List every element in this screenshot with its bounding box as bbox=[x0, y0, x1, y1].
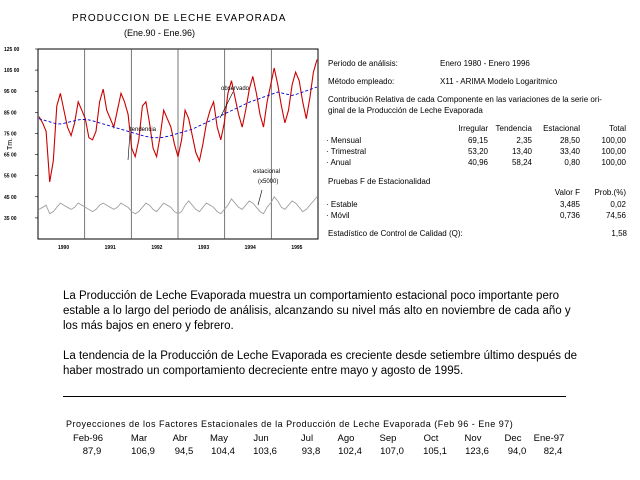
x-tick-label: 1992 bbox=[151, 245, 162, 251]
pruebas-cell: 3,485 bbox=[559, 200, 580, 209]
contrib-row-label: · Anual bbox=[326, 158, 351, 167]
projection-value: 82,4 bbox=[543, 446, 563, 457]
projection-value: 103,6 bbox=[253, 446, 277, 457]
pruebas-header: Valor F bbox=[554, 188, 580, 197]
annotation-label: observado bbox=[221, 86, 250, 92]
pruebas-title: Pruebas F de Estacionalidad bbox=[328, 177, 431, 186]
projections-title: Proyecciones de los Factores Estacionale… bbox=[66, 419, 514, 429]
projection-month: Abr bbox=[172, 433, 188, 444]
pruebas-cell: 74,56 bbox=[605, 211, 626, 220]
y-axis-label: Tm. bbox=[7, 138, 14, 150]
y-tick-label: 95 00 bbox=[4, 89, 17, 95]
projection-month: Nov bbox=[464, 433, 482, 444]
periodo-label: Periodo de análisis: bbox=[328, 59, 398, 68]
contrib-cell: 53,20 bbox=[467, 147, 488, 156]
paragraph-seasonal: La Producción de Leche Evaporada muestra… bbox=[63, 290, 571, 332]
chart-subtitle: (Ene.90 - Ene.96) bbox=[124, 28, 196, 38]
pruebas-row-label: · Estable bbox=[326, 200, 358, 209]
projection-value: 104,4 bbox=[211, 446, 235, 457]
projection-month: Sep bbox=[379, 433, 397, 444]
x-tick-label: 1991 bbox=[105, 245, 116, 251]
contrib-cell: 100,00 bbox=[601, 147, 626, 156]
pruebas-row-label: · Móvil bbox=[326, 211, 350, 220]
contrib-cell: 0,80 bbox=[564, 158, 580, 167]
projection-month: Jun bbox=[253, 433, 269, 444]
annotation-arrow bbox=[127, 132, 131, 161]
y-tick-label: 75 00 bbox=[4, 131, 17, 137]
x-tick-label: 1995 bbox=[291, 245, 302, 251]
contrib-cell: 69,15 bbox=[467, 136, 488, 145]
annotation-arrow bbox=[257, 189, 263, 206]
chart-title: PRODUCCION DE LECHE EVAPORADA bbox=[72, 13, 287, 24]
projection-value: 94,5 bbox=[174, 446, 194, 457]
y-tick-label: 35 00 bbox=[4, 216, 17, 222]
projection-month: Feb-96 bbox=[72, 433, 104, 444]
contrib-cell: 13,40 bbox=[511, 147, 532, 156]
paragraph-trend: La tendencia de la Producción de Leche E… bbox=[63, 350, 578, 377]
periodo-value: Enero 1980 - Enero 1996 bbox=[440, 59, 530, 68]
contrib-cell: 40,96 bbox=[467, 158, 488, 167]
projection-value: 87,9 bbox=[82, 446, 102, 457]
series-line-estacional bbox=[38, 196, 318, 215]
series-line-tendencia bbox=[38, 86, 318, 139]
annotation-arrow bbox=[219, 91, 234, 119]
annotation-label: (x5000) bbox=[258, 179, 278, 185]
contrib-cell: 33,40 bbox=[559, 147, 580, 156]
y-tick-label: 55 00 bbox=[4, 174, 17, 180]
projection-month: Ago bbox=[337, 433, 355, 444]
annotation-label: tendencia bbox=[130, 127, 157, 133]
q-value: 1,58 bbox=[611, 229, 627, 238]
y-tick-label: 85 00 bbox=[4, 110, 17, 116]
y-tick-label: 125 00 bbox=[4, 47, 20, 53]
x-tick-label: 1993 bbox=[198, 245, 209, 251]
projection-value: 107,0 bbox=[380, 446, 404, 457]
contrib-header: Tendencia bbox=[495, 124, 532, 133]
series-line-observado bbox=[38, 59, 318, 183]
production-chart: 1990 1991 1992 1993 1994 1995 125 00 105 00 95 0… bbox=[4, 47, 319, 251]
q-label: Estadístico de Control de Calidad (Q): bbox=[328, 229, 463, 238]
contrib-header: Total bbox=[609, 124, 626, 133]
contrib-header: Irregular bbox=[458, 124, 488, 133]
projection-value: 105,1 bbox=[423, 446, 447, 457]
contrib-row-label: · Mensual bbox=[326, 136, 362, 145]
contrib-cell: 100,00 bbox=[601, 158, 626, 167]
projection-value: 123,6 bbox=[465, 446, 489, 457]
projection-month: Dec bbox=[504, 433, 522, 444]
projection-value: 93,8 bbox=[301, 446, 321, 457]
annotation-label: estacional bbox=[253, 169, 280, 175]
contrib-row-label: · Trimestral bbox=[326, 147, 366, 156]
projection-month: Jul bbox=[300, 433, 314, 444]
x-tick-label: 1990 bbox=[58, 245, 69, 251]
pruebas-cell: 0,736 bbox=[559, 211, 580, 220]
projection-month: May bbox=[210, 433, 228, 444]
contrib-cell: 28,50 bbox=[559, 136, 580, 145]
y-tick-label: 65 00 bbox=[4, 153, 17, 159]
pruebas-header: Prob.(%) bbox=[594, 188, 626, 197]
contrib-text-line1: Contribución Relativa de cada Componente… bbox=[328, 95, 602, 104]
contrib-cell: 2,35 bbox=[516, 136, 532, 145]
x-tick-label: 1994 bbox=[245, 245, 256, 251]
projection-month: Oct bbox=[423, 433, 439, 444]
y-tick-label: 105 00 bbox=[4, 68, 20, 74]
contrib-cell: 100,00 bbox=[601, 136, 626, 145]
projection-value: 94,0 bbox=[507, 446, 527, 457]
metodo-value: X11 - ARIMA Modelo Logaritmico bbox=[440, 77, 558, 86]
projection-value: 106,9 bbox=[131, 446, 155, 457]
contrib-header: Estacional bbox=[543, 124, 580, 133]
projection-month: Ene-97 bbox=[533, 433, 565, 444]
projection-value: 102,4 bbox=[338, 446, 362, 457]
pruebas-cell: 0,02 bbox=[610, 200, 626, 209]
contrib-text-line2: ginal de la Producción de Leche Evaporad… bbox=[328, 106, 483, 115]
y-tick-label: 45 00 bbox=[4, 195, 17, 201]
contrib-cell: 58,24 bbox=[511, 158, 532, 167]
metodo-label: Método empleado: bbox=[328, 77, 395, 86]
divider bbox=[63, 396, 566, 397]
projection-month: Mar bbox=[130, 433, 148, 444]
